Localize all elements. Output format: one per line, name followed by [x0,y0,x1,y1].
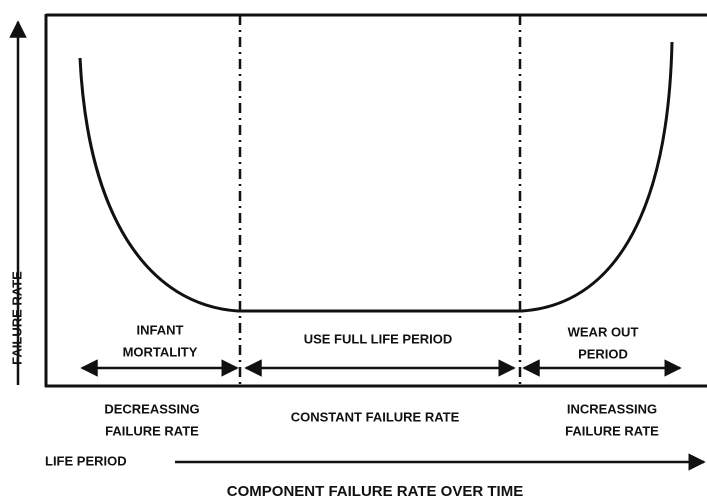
phase-label: MORTALITY [123,344,198,359]
y-axis-label: FAILURE RATE [9,271,24,365]
phase-label: INFANT [137,322,184,337]
phase-label: WEAR OUT [568,324,639,339]
rate-label: FAILURE RATE [565,423,659,438]
rate-label: CONSTANT FAILURE RATE [291,409,460,424]
x-axis-label: LIFE PERIOD [45,453,127,468]
diagram-title: COMPONENT FAILURE RATE OVER TIME [227,483,523,500]
phase-label: PERIOD [578,346,628,361]
rate-label: DECREASSING [104,401,199,416]
failure-curve [78,41,674,313]
rate-label: FAILURE RATE [105,423,199,438]
phase-label: USE FULL LIFE PERIOD [304,331,453,346]
rate-label: INCREASSING [567,401,657,416]
